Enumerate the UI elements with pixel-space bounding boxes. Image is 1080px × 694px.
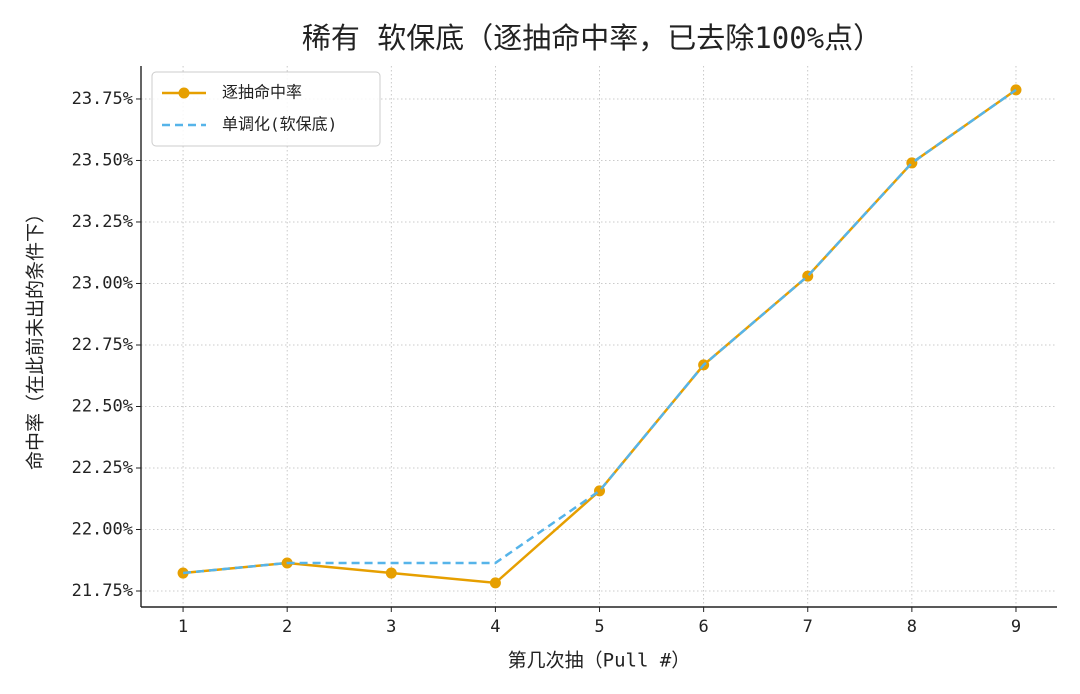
x-axis-label: 第几次抽（Pull #） bbox=[508, 650, 691, 672]
y-tick-label: 22.00% bbox=[72, 520, 133, 540]
point bbox=[489, 577, 501, 589]
x-tick-label: 4 bbox=[490, 617, 500, 637]
legend-box bbox=[151, 71, 381, 147]
point bbox=[385, 567, 397, 579]
y-tick-label: 21.75% bbox=[72, 581, 133, 601]
legend-label: 单调化(软保底) bbox=[222, 115, 337, 134]
x-tick-label: 6 bbox=[699, 617, 709, 637]
x-tick-label: 7 bbox=[803, 617, 813, 637]
y-tick-label: 22.50% bbox=[72, 396, 133, 416]
x-tick-label: 3 bbox=[386, 617, 396, 637]
y-tick-label: 23.25% bbox=[72, 212, 133, 232]
x-tick-label: 9 bbox=[1011, 617, 1021, 637]
y-tick-label: 23.00% bbox=[72, 273, 133, 293]
y-tick-label: 23.75% bbox=[72, 89, 133, 109]
y-tick-label: 22.75% bbox=[72, 335, 133, 355]
series-line bbox=[182, 88, 1017, 585]
x-tick-label: 1 bbox=[178, 617, 188, 637]
x-tick-label: 2 bbox=[282, 617, 292, 637]
y-axis-label: 命中率（在此前未出的条件下） bbox=[25, 204, 47, 470]
legend-marker bbox=[178, 87, 190, 99]
chart-title: 稀有 软保底（逐抽命中率，已去除100%点） bbox=[302, 21, 882, 55]
x-tick-label: 5 bbox=[594, 617, 604, 637]
y-tick-label: 22.25% bbox=[72, 458, 133, 478]
legend-label: 逐抽命中率 bbox=[222, 83, 302, 102]
y-tick-label: 23.50% bbox=[72, 150, 133, 170]
x-tick-label: 8 bbox=[907, 617, 917, 637]
